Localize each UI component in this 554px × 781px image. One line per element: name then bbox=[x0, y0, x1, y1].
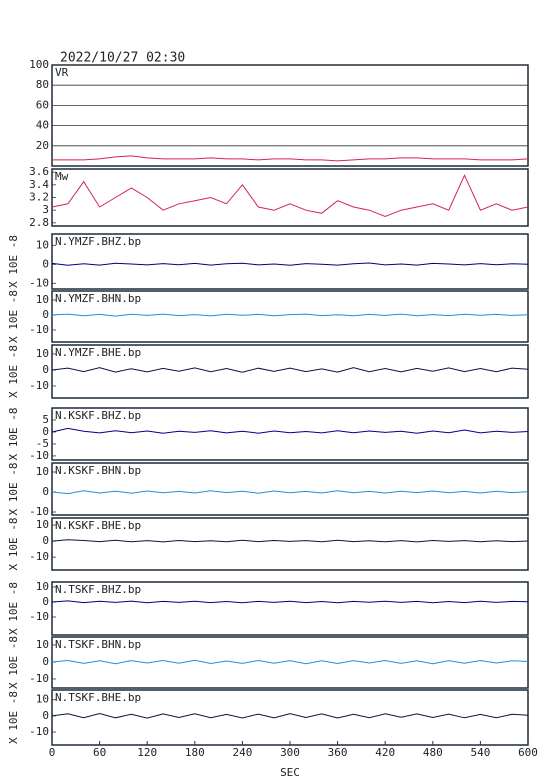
y-tick-label: 0 bbox=[42, 595, 49, 608]
trace bbox=[51, 490, 529, 495]
y-tick-label: 10 bbox=[36, 693, 49, 706]
panel-frame bbox=[51, 517, 529, 571]
panel-label: VR bbox=[55, 66, 69, 79]
trace bbox=[51, 712, 529, 719]
y-tick-label: 3.2 bbox=[29, 191, 49, 204]
panel-label: N.YMZF.BHZ.bp bbox=[55, 235, 141, 248]
x-tick-label: 300 bbox=[280, 746, 300, 759]
panel-label: N.TSKF.BHE.bp bbox=[55, 691, 141, 704]
trace bbox=[52, 155, 529, 162]
y-axis-label: X 10E -8 bbox=[7, 345, 20, 398]
y-tick-label: 10 bbox=[36, 465, 49, 478]
x-tick-label: 600 bbox=[518, 746, 538, 759]
panel-label: N.TSKF.BHZ.bp bbox=[55, 583, 141, 596]
trace bbox=[51, 659, 529, 665]
y-tick-label: 10 bbox=[36, 638, 49, 651]
trace bbox=[51, 313, 529, 317]
trace bbox=[51, 600, 529, 604]
y-tick-label: -10 bbox=[29, 449, 49, 462]
y-tick-label: -10 bbox=[29, 323, 49, 336]
x-tick-label: 420 bbox=[375, 746, 395, 759]
y-axis-label: X 10E -8 bbox=[7, 636, 20, 689]
panel-label: Mw bbox=[55, 170, 69, 183]
trace bbox=[51, 427, 529, 434]
panel-label: N.KSKF.BHN.bp bbox=[55, 464, 141, 477]
panel-label: N.YMZF.BHN.bp bbox=[55, 292, 141, 305]
trace bbox=[51, 367, 529, 373]
panel-frame bbox=[51, 462, 529, 516]
trace bbox=[51, 262, 529, 266]
y-axis-label: X 10E -8 bbox=[7, 290, 20, 343]
x-tick-label: 540 bbox=[470, 746, 490, 759]
y-tick-label: 3.4 bbox=[29, 178, 49, 191]
y-axis-label: X 10E -8 bbox=[7, 582, 20, 635]
y-tick-label: -10 bbox=[29, 276, 49, 289]
y-tick-label: 10 bbox=[36, 580, 49, 593]
y-axis-label: X 10E -8 bbox=[7, 691, 20, 744]
panel-frame bbox=[51, 233, 529, 290]
y-tick-label: -10 bbox=[29, 610, 49, 623]
y-tick-label: 20 bbox=[36, 139, 49, 152]
x-tick-label: 180 bbox=[185, 746, 205, 759]
panel-label: N.TSKF.BHN.bp bbox=[55, 638, 141, 651]
panel-frame bbox=[51, 636, 529, 689]
y-tick-label: 10 bbox=[36, 518, 49, 531]
chart-title: 2022/10/27 02:30 bbox=[60, 51, 185, 66]
panel-frame bbox=[51, 581, 529, 636]
x-tick-label: 480 bbox=[423, 746, 443, 759]
y-tick-label: 0 bbox=[42, 485, 49, 498]
y-tick-label: -10 bbox=[29, 725, 49, 738]
x-tick-label: 0 bbox=[49, 746, 56, 759]
y-tick-label: 0 bbox=[42, 709, 49, 722]
y-tick-label: 0 bbox=[42, 257, 49, 270]
y-tick-label: 80 bbox=[36, 78, 49, 91]
y-axis-label: X 10E -8 bbox=[7, 518, 20, 571]
panel-frame bbox=[51, 168, 529, 227]
panel-label: N.KSKF.BHZ.bp bbox=[55, 409, 141, 422]
y-tick-label: 0 bbox=[42, 363, 49, 376]
y-tick-label: 10 bbox=[36, 238, 49, 251]
y-tick-label: 40 bbox=[36, 119, 49, 132]
y-tick-label: 3 bbox=[42, 203, 49, 216]
panel-frame bbox=[51, 290, 529, 343]
x-tick-label: 60 bbox=[93, 746, 106, 759]
trace bbox=[51, 174, 529, 218]
y-tick-label: 0 bbox=[42, 308, 49, 321]
y-axis-label: X 10E -8 bbox=[7, 235, 20, 288]
y-axis-label: X 10E -8 bbox=[7, 463, 20, 516]
y-tick-label: 0 bbox=[42, 534, 49, 547]
y-tick-label: 3.6 bbox=[29, 165, 49, 178]
y-tick-label: -10 bbox=[29, 379, 49, 392]
y-tick-label: -10 bbox=[29, 672, 49, 685]
panel-frame bbox=[51, 344, 529, 399]
y-tick-label: 5 bbox=[42, 413, 49, 426]
x-axis-label: SEC bbox=[280, 766, 300, 779]
y-tick-label: -10 bbox=[29, 505, 49, 518]
panel-label: N.KSKF.BHE.bp bbox=[55, 519, 141, 532]
y-tick-label: 60 bbox=[36, 98, 49, 111]
y-tick-label: 10 bbox=[36, 293, 49, 306]
trace bbox=[51, 539, 529, 543]
y-axis-label: X 10E -8 bbox=[7, 408, 20, 461]
y-tick-label: 2.8 bbox=[29, 216, 49, 229]
panel-label: N.YMZF.BHE.bp bbox=[55, 346, 141, 359]
y-tick-label: 10 bbox=[36, 347, 49, 360]
y-tick-label: 100 bbox=[29, 58, 49, 71]
panel-frame bbox=[51, 407, 529, 461]
y-tick-label: 0 bbox=[42, 425, 49, 438]
panel-frame bbox=[51, 64, 529, 167]
x-tick-label: 360 bbox=[328, 746, 348, 759]
y-tick-label: -5 bbox=[36, 437, 49, 450]
y-tick-label: 0 bbox=[42, 655, 49, 668]
x-tick-label: 240 bbox=[232, 746, 252, 759]
y-tick-label: -10 bbox=[29, 550, 49, 563]
x-tick-label: 120 bbox=[137, 746, 157, 759]
